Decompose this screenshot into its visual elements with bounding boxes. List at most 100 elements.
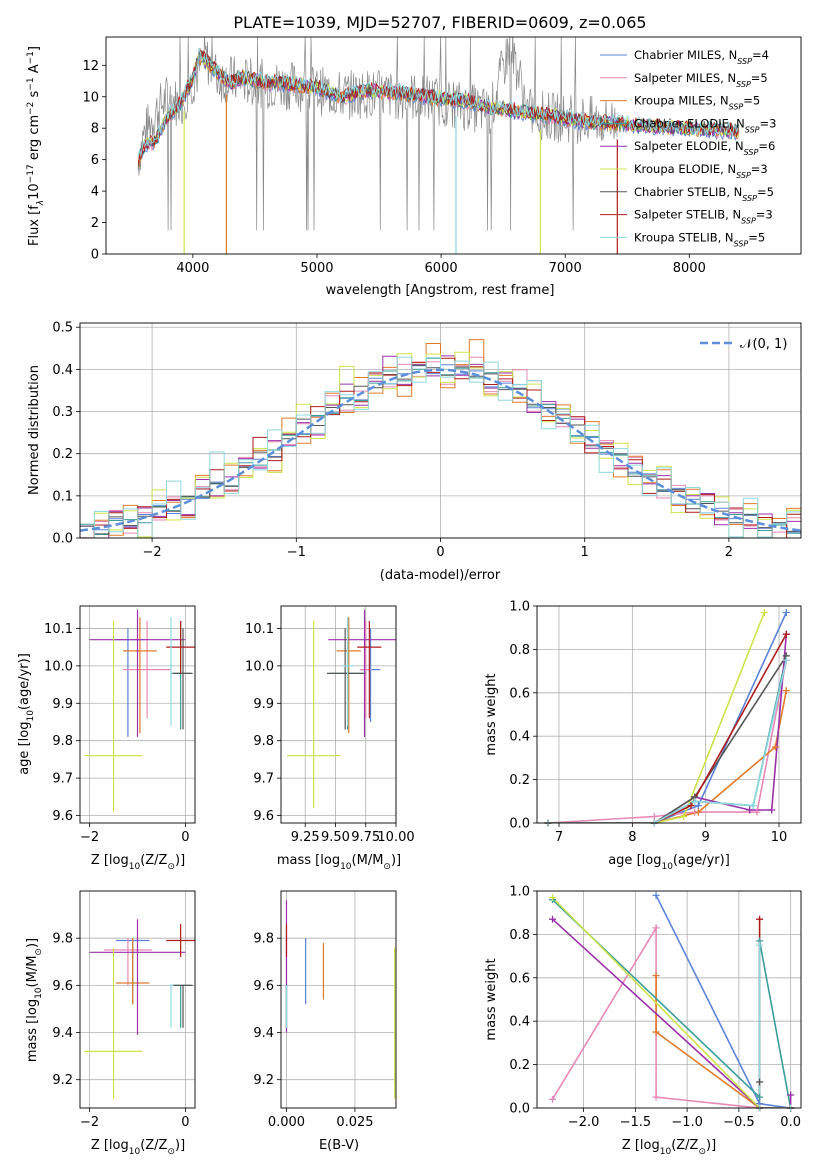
y-axis-label-part: mass [log [25, 999, 40, 1062]
axes-frame [280, 605, 397, 824]
plot-area-age_vs_mass [287, 609, 396, 809]
y-axis-label: age [log10(age/yr)] [17, 653, 36, 775]
x-tick-label: 4000 [176, 261, 209, 276]
legend-label-part: Kroupa STELIB, N [634, 230, 734, 244]
y-axis-label-part: −2 [26, 102, 36, 115]
y-tick-label: 0.0 [509, 1102, 530, 1117]
legend-label-part: SSP [734, 239, 749, 248]
series-marker-chabrier_elodie [756, 1093, 764, 1101]
x-tick-label: 9.25 [291, 830, 320, 845]
y-tick-label: 10 [82, 90, 99, 105]
legend-label-part: Kroupa ELODIE, N [634, 162, 736, 176]
y-axis-label-part: age [log [17, 722, 32, 775]
x-tick-label: 7 [555, 830, 563, 845]
legend-label-part: =5 [743, 94, 760, 108]
x-axis-label-part: age [log [608, 853, 661, 868]
y-axis-label-part: (M/M [25, 956, 40, 988]
y-axis-label-part: ] [27, 46, 42, 51]
series-line-salpeter_elodie [548, 634, 788, 823]
y-axis-label-part: −17 [26, 164, 36, 183]
series-marker-chabrier_stelib [756, 1078, 764, 1086]
x-axis-label-part: ⊙ [383, 862, 391, 872]
y-axis-label-part: 10 [26, 710, 36, 722]
y-tick-label: 9.9 [52, 697, 73, 712]
y-axis-label-part: −1 [26, 51, 36, 64]
x-tick-label: −2 [143, 545, 162, 560]
y-axis-label-part: 10 [34, 987, 44, 999]
legend-label-part: SSP [736, 171, 751, 180]
series-marker-kroupa_miles [652, 1028, 660, 1036]
y-tick-label: 9.8 [52, 932, 73, 947]
legend-label-part: Kroupa MILES, N [634, 94, 729, 108]
plot-mass_vs_EBV: 0.000 0.025 9.2 9.4 9.6 9.8 E(B-V) [253, 890, 397, 1153]
series-line-kroupa_stelib [548, 660, 788, 823]
x-axis-label-part: )] [175, 1138, 185, 1153]
x-tick-label: 0.025 [336, 1115, 373, 1130]
x-tick-label: 10 [771, 830, 788, 845]
y-tick-label: 9.6 [253, 809, 274, 824]
y-axis-label: mass [log10(M/M⊙)] [25, 938, 44, 1062]
y-axis-label: mass weight [484, 958, 499, 1040]
legend-label: Chabrier ELODIE, NSSP=3 [634, 116, 776, 133]
x-tick-label: −1.0 [671, 1115, 703, 1130]
data-spectrum-line [137, 37, 618, 231]
series-marker-salpeter_miles [652, 1093, 660, 1101]
x-tick-label: 8 [628, 830, 636, 845]
plot-area-mass_weight_vs_age [547, 612, 788, 823]
y-axis-label-part: A [27, 64, 42, 77]
y-tick-label: 9.6 [52, 809, 73, 824]
plot-area-spectrum [137, 37, 740, 254]
legend-label-part: =3 [751, 162, 768, 176]
x-tick-label: 9 [702, 830, 710, 845]
x-tick-label: 6000 [425, 261, 458, 276]
x-tick-label: 0 [436, 545, 444, 560]
series-marker-kroupa_elodie [680, 812, 688, 820]
y-tick-label: 9.6 [253, 979, 274, 994]
series-marker-kroupa_miles [652, 972, 660, 980]
figure-title: PLATE=1039, MJD=52707, FIBERID=0609, z=0… [233, 13, 646, 32]
x-axis-label-part: Z [log [91, 1138, 129, 1153]
x-axis-label-part: 10 [661, 862, 673, 872]
plot-area-residuals [80, 339, 801, 538]
y-tick-label: 1.0 [509, 885, 530, 900]
histogram-step-kroupa_stelib [93, 356, 801, 538]
legend-label-part: =5 [751, 71, 768, 85]
y-tick-label: 0.6 [509, 686, 530, 701]
y-tick-label: 0.8 [509, 643, 530, 658]
plot-age_vs_Z: −2 09.69.79.89.910.010.1Z [log10(Z/Z⊙)]ag… [17, 605, 196, 872]
model-spectrum-line-chabrier_stelib [137, 50, 740, 168]
legend-label-part: =3 [756, 208, 773, 222]
x-tick-label: 10.00 [377, 830, 414, 845]
x-axis-label-part: )] [706, 1138, 716, 1153]
x-axis-label: E(B-V) [319, 1138, 359, 1153]
x-axis-label-part: ⊙ [167, 862, 175, 872]
x-axis-label-part: )] [175, 853, 185, 868]
series-marker-kroupa_elodie [760, 609, 768, 617]
series-marker-salpeter_elodie [549, 915, 557, 923]
x-tick-label: 0.000 [268, 1115, 305, 1130]
y-tick-label: 0.2 [509, 773, 530, 788]
series-line-kroupa_elodie [551, 896, 791, 1108]
series-line-salpeter_elodie [551, 918, 792, 1108]
plot-area-mass_vs_EBV [285, 900, 396, 1099]
series-marker-salpeter_stelib [782, 630, 790, 638]
y-axis-label-part: −1 [26, 77, 36, 90]
y-axis-label-part: Flux [f [27, 205, 42, 246]
plot-mass_vs_Z: −2 09.29.49.69.8Z [log10(Z/Z⊙)]mass [log1… [25, 890, 196, 1157]
x-axis-label-part: 10 [340, 862, 352, 872]
x-tick-label: 0 [181, 830, 189, 845]
series-marker-kroupa_miles [771, 743, 779, 751]
legend-label-part: Salpeter ELODIE, N [634, 139, 744, 153]
model-spectrum-line-kroupa_stelib [137, 47, 740, 156]
y-tick-label: 10.0 [245, 659, 274, 674]
x-axis-label-part: ⊙ [698, 1147, 706, 1157]
y-tick-label: 9.4 [52, 1026, 73, 1041]
x-tick-label: 9.50 [321, 830, 350, 845]
y-tick-label: 0.6 [509, 971, 530, 986]
y-tick-label: 0.0 [52, 532, 73, 547]
x-axis-label-part: mass [log [277, 853, 340, 868]
y-tick-label: 9.8 [253, 932, 274, 947]
y-tick-label: 2 [91, 216, 99, 231]
